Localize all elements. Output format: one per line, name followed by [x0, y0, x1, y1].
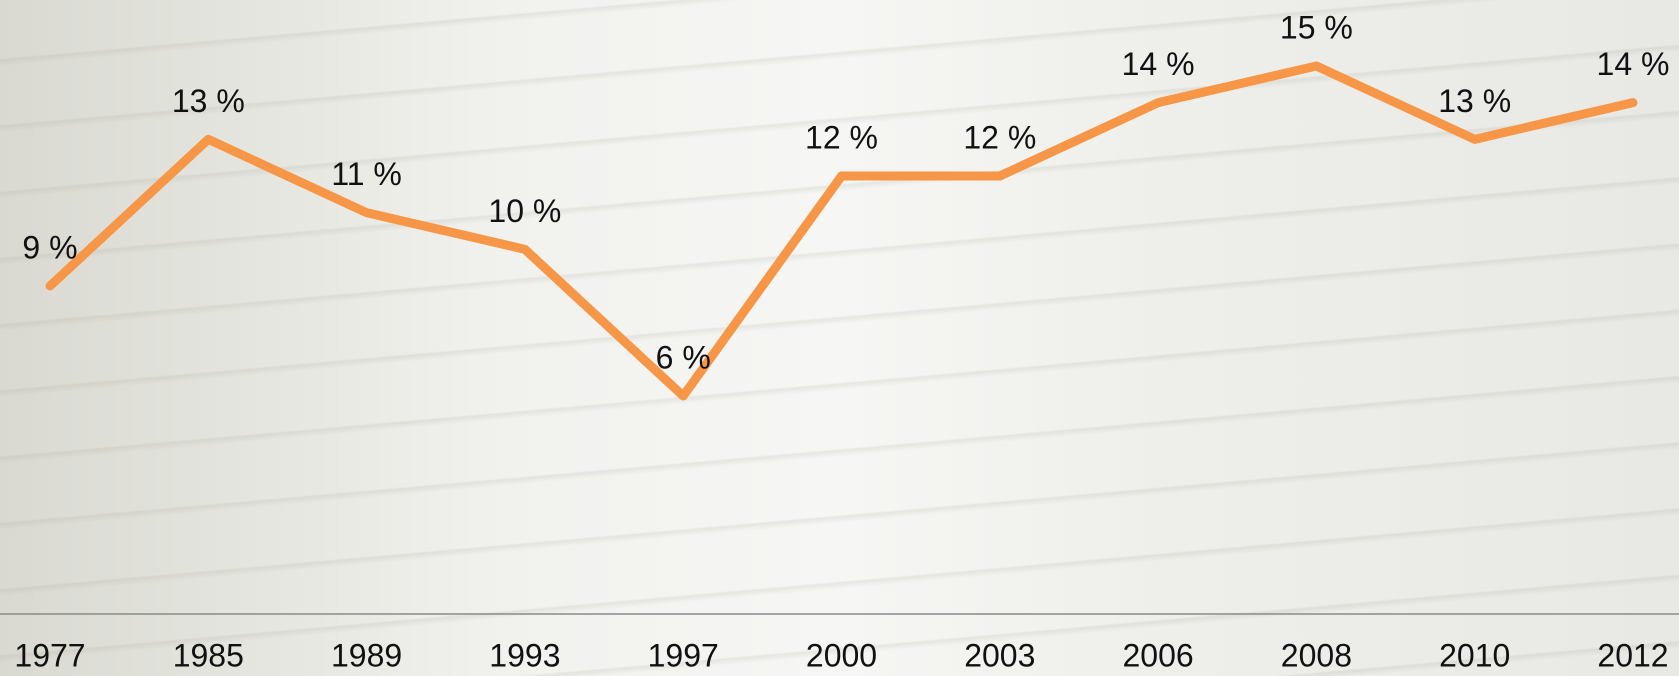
value-label: 14 %: [1122, 46, 1195, 82]
value-label: 15 %: [1280, 9, 1353, 45]
value-label: 13 %: [172, 83, 245, 119]
x-tick-label: 2008: [1281, 637, 1352, 673]
value-label: 11 %: [331, 156, 402, 192]
x-tick-label: 1997: [648, 637, 719, 673]
value-label: 10 %: [488, 193, 561, 229]
x-tick-label: 2010: [1439, 637, 1510, 673]
value-label: 13 %: [1438, 83, 1511, 119]
x-tick-label: 1985: [173, 637, 244, 673]
data-line: [45, 61, 1638, 401]
x-tick-label: 2012: [1597, 637, 1668, 673]
value-label: 6 %: [656, 339, 711, 375]
value-label: 14 %: [1597, 46, 1670, 82]
value-label: 12 %: [963, 119, 1036, 155]
x-tick-label: 1993: [489, 637, 560, 673]
value-label: 12 %: [805, 119, 878, 155]
x-tick-label: 2006: [1123, 637, 1194, 673]
x-tick-label: 1977: [14, 637, 85, 673]
x-tick-label: 1989: [331, 637, 402, 673]
value-label: 9 %: [22, 229, 77, 265]
x-tick-label: 2003: [964, 637, 1035, 673]
x-tick-label: 2000: [806, 637, 877, 673]
